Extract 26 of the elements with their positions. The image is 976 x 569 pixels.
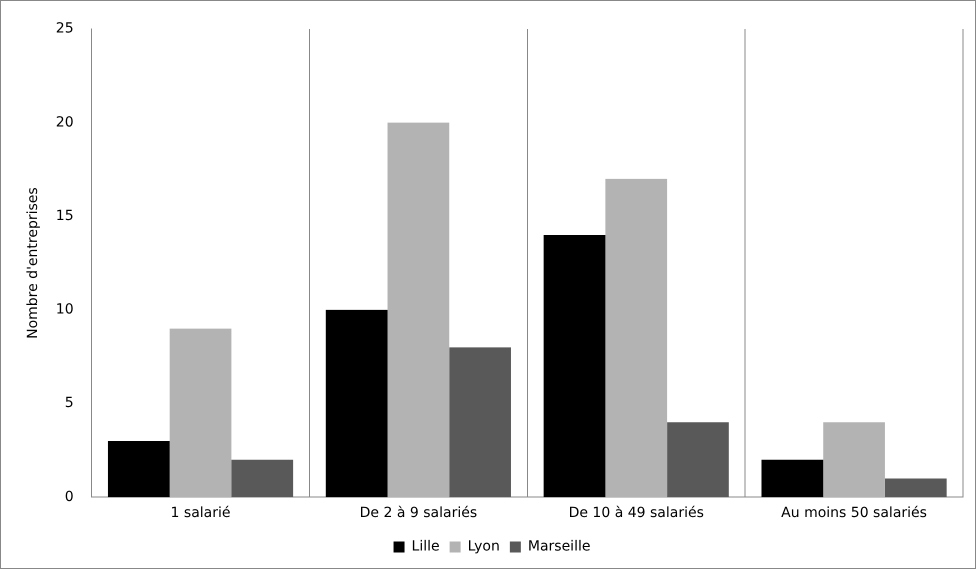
- bar: [170, 328, 232, 498]
- bar: [449, 347, 511, 498]
- x-tick-label: Au moins 50 salariés: [781, 505, 927, 522]
- bar: [667, 422, 729, 498]
- x-tick-label: De 2 à 9 salariés: [360, 505, 478, 522]
- y-tick-label: 5: [64, 395, 74, 412]
- y-axis-title: Nombre d'entreprises: [25, 187, 42, 339]
- bar: [544, 235, 606, 498]
- y-tick-label: 0: [64, 488, 74, 505]
- y-tick-label: 20: [56, 114, 74, 130]
- bar: [326, 310, 388, 498]
- y-tick-label: 25: [56, 20, 74, 37]
- legend-label: Marseille: [528, 538, 590, 555]
- x-tick-label: De 10 à 49 salariés: [568, 505, 704, 522]
- bar: [884, 478, 947, 498]
- y-tick-label: 15: [56, 208, 74, 224]
- y-tick-label: 10: [56, 302, 74, 318]
- bar: [388, 122, 450, 498]
- legend-label: Lyon: [468, 538, 500, 555]
- bar: [108, 441, 170, 498]
- bar: [605, 178, 668, 498]
- bar: [231, 460, 294, 498]
- bar: [823, 422, 885, 498]
- x-tick-label: 1 salarié: [170, 505, 231, 522]
- bar: [761, 460, 824, 498]
- legend-label: Lille: [412, 538, 440, 555]
